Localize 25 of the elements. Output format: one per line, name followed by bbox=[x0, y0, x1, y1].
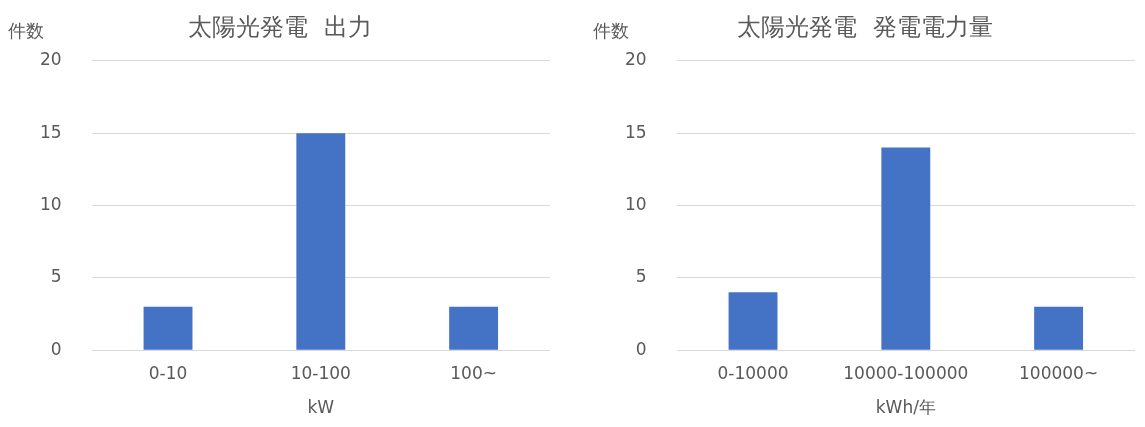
x-tick-label: 10000-100000 bbox=[843, 362, 969, 383]
y-axis-title: 件数 bbox=[8, 19, 44, 41]
x-tick-label: 100000~ bbox=[1019, 362, 1099, 383]
y-tick-label: 0 bbox=[50, 338, 62, 359]
y-tick-label: 20 bbox=[39, 49, 62, 70]
y-tick-label: 10 bbox=[624, 193, 647, 214]
y-tick-label: 5 bbox=[635, 266, 647, 287]
x-axis-title: kW bbox=[307, 397, 335, 418]
bar bbox=[881, 147, 931, 350]
chart-title: 太陽光発電 出力 bbox=[188, 12, 372, 41]
x-tick-label: 0-10 bbox=[148, 362, 188, 383]
x-tick-label: 100~ bbox=[450, 362, 497, 383]
bar bbox=[1034, 306, 1084, 350]
bar bbox=[728, 292, 778, 350]
chart-title: 太陽光発電 発電電力量 bbox=[737, 12, 993, 41]
x-tick-label: 0-10000 bbox=[717, 362, 789, 383]
y-axis-title: 件数 bbox=[593, 19, 629, 41]
y-tick-label: 15 bbox=[624, 121, 647, 142]
y-tick-label: 10 bbox=[39, 193, 62, 214]
y-tick-label: 20 bbox=[624, 49, 647, 70]
x-tick-label: 10-100 bbox=[290, 362, 351, 383]
y-tick-label: 0 bbox=[635, 338, 647, 359]
y-tick-label: 5 bbox=[50, 266, 62, 287]
y-tick-label: 15 bbox=[39, 121, 62, 142]
x-axis-title: kWh/年 bbox=[875, 397, 936, 418]
